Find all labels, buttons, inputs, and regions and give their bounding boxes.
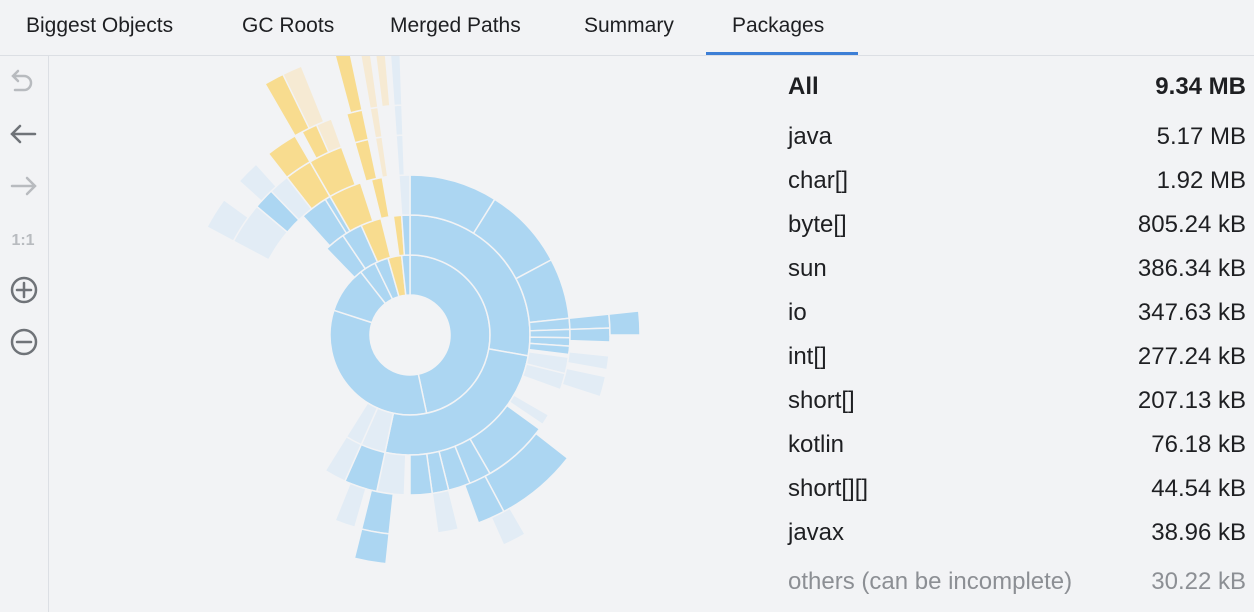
package-name: char[] xyxy=(788,167,849,194)
sunburst-segment[interactable] xyxy=(389,56,403,107)
sunburst-segment[interactable] xyxy=(490,507,527,547)
package-name: javax xyxy=(788,519,845,546)
tab[interactable]: Merged Paths xyxy=(390,14,521,37)
package-row: short[] 207.13 kB xyxy=(788,387,1246,415)
package-size: 76.18 kB xyxy=(1151,431,1246,458)
tab[interactable]: Biggest Objects xyxy=(26,14,174,37)
sunburst-segment[interactable] xyxy=(360,56,379,110)
sunburst-segment[interactable] xyxy=(431,489,460,534)
sunburst-segment[interactable] xyxy=(395,134,406,177)
package-size: 5.17 MB xyxy=(1156,123,1246,150)
package-size: 38.96 kB xyxy=(1151,519,1246,546)
sunburst-segment[interactable] xyxy=(409,452,434,496)
package-size: 277.24 kB xyxy=(1137,343,1246,370)
package-name: byte[] xyxy=(788,211,847,238)
selected-tab-underline xyxy=(706,52,858,55)
package-size: 44.54 kB xyxy=(1151,475,1246,502)
sunburst-segment[interactable] xyxy=(324,435,363,483)
package-row: int[] 277.24 kB xyxy=(788,343,1246,371)
package-name: int[] xyxy=(788,343,827,370)
sunburst-segment[interactable] xyxy=(205,198,250,243)
package-row: java 5.17 MB xyxy=(788,123,1246,151)
sunburst-segment[interactable] xyxy=(369,106,384,139)
sunburst-segment[interactable] xyxy=(353,138,378,183)
package-name: java xyxy=(788,123,833,150)
sunburst-segment[interactable] xyxy=(329,309,428,416)
sunburst xyxy=(205,56,641,565)
zoom-in-icon[interactable] xyxy=(10,276,38,304)
package-name: sun xyxy=(788,255,827,282)
sunburst-segment[interactable] xyxy=(568,313,611,331)
package-name: short[][] xyxy=(788,475,869,502)
sunburst-segment[interactable] xyxy=(608,310,641,336)
forward-icon[interactable] xyxy=(10,176,37,196)
package-name: kotlin xyxy=(788,431,845,458)
sunburst-segment[interactable] xyxy=(374,56,391,108)
package-row: short[][] 44.54 kB xyxy=(788,475,1246,503)
package-row: javax 38.96 kB xyxy=(788,519,1246,547)
package-row: byte[] 805.24 kB xyxy=(788,211,1246,239)
package-size: 9.34 MB xyxy=(1155,73,1246,100)
sunburst-segment[interactable] xyxy=(238,163,278,203)
package-size: 30.22 kB xyxy=(1151,568,1246,595)
package-size: 1.92 MB xyxy=(1156,167,1246,194)
sunburst-segment[interactable] xyxy=(561,367,607,398)
sunburst-segment[interactable] xyxy=(334,56,364,114)
summary-row: All 9.34 MB xyxy=(788,73,1246,101)
package-size: 805.24 kB xyxy=(1137,211,1246,238)
sunburst-segment[interactable] xyxy=(353,528,390,565)
package-row: sun 386.34 kB xyxy=(788,255,1246,283)
package-size: 347.63 kB xyxy=(1137,299,1246,326)
zoom-out-icon[interactable] xyxy=(10,328,38,356)
sunburst-segment[interactable] xyxy=(281,65,325,130)
package-name: short[] xyxy=(788,387,855,414)
package-name: All xyxy=(788,73,819,100)
sunburst-segment[interactable] xyxy=(360,489,395,535)
sunburst-segment[interactable] xyxy=(345,109,370,144)
package-name: others (can be incomplete) xyxy=(788,568,1073,595)
sunburst-segment[interactable] xyxy=(374,136,389,179)
package-size: 207.13 kB xyxy=(1137,387,1246,414)
others-row: others (can be incomplete) 30.22 kB xyxy=(788,568,1246,596)
back-icon[interactable] xyxy=(10,124,37,144)
package-name: io xyxy=(788,299,807,326)
package-row: kotlin 76.18 kB xyxy=(788,431,1246,459)
tab[interactable]: Packages xyxy=(732,14,825,37)
sunburst-segment[interactable] xyxy=(393,104,404,137)
sunburst-segment[interactable] xyxy=(566,350,610,371)
sunburst-segment[interactable] xyxy=(370,176,391,220)
sunburst-segment[interactable] xyxy=(528,342,571,356)
tab[interactable]: Summary xyxy=(584,14,674,37)
package-row: char[] 1.92 MB xyxy=(788,167,1246,195)
actual-size-icon[interactable]: 1:1 xyxy=(11,232,34,249)
sunburst-segment[interactable] xyxy=(267,134,312,179)
package-row: io 347.63 kB xyxy=(788,299,1246,327)
sunburst-segment[interactable] xyxy=(398,174,411,217)
toolbar: 1:1 xyxy=(10,56,49,612)
sunburst-segment[interactable] xyxy=(508,393,550,426)
sunburst-segment[interactable] xyxy=(334,482,367,529)
undo-icon[interactable] xyxy=(11,69,33,92)
sunburst-segment[interactable] xyxy=(569,327,611,343)
package-size: 386.34 kB xyxy=(1137,255,1246,282)
tab-bar: Biggest Objects GC Roots Merged Paths Summa… xyxy=(0,0,1254,56)
tab[interactable]: GC Roots xyxy=(242,14,335,37)
